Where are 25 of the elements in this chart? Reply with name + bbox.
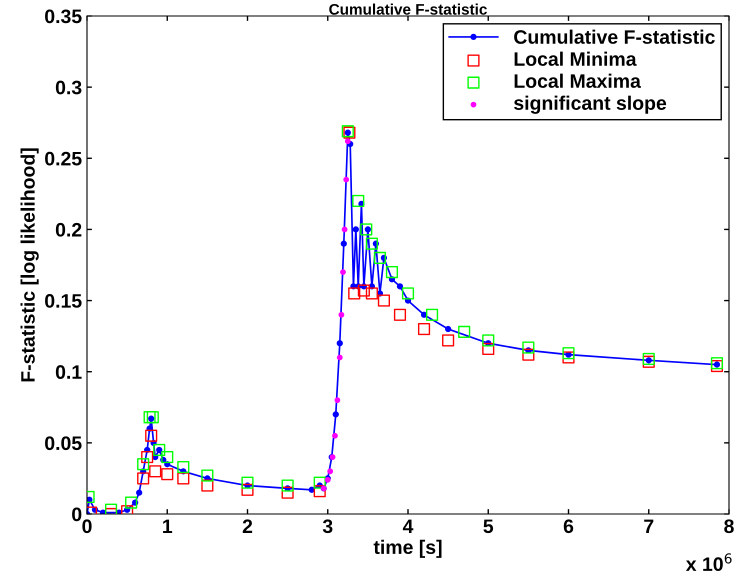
x-tick-label: 8 (724, 519, 734, 534)
x-tick-label: 5 (483, 520, 494, 534)
chart-title: Cumulative F-statistic (329, 4, 487, 15)
legend-label: Local Minima (514, 52, 637, 66)
y-tick-label: 0.35 (45, 9, 82, 24)
legend-label: Local Maxima (514, 74, 641, 88)
x-tick-label: 3 (322, 519, 332, 534)
x-tick-label: 2 (242, 519, 252, 533)
legend-label: significant slope (514, 96, 666, 114)
x-axis-title: time [s] (374, 540, 442, 558)
y-tick-label: 0.1 (56, 365, 82, 379)
y-tick-label: 0.05 (45, 436, 82, 450)
x-tick-label: 6 (564, 519, 574, 534)
y-axis-title: F-statistic [log likelihood] (20, 148, 39, 382)
y-tick-label: 0.25 (45, 152, 82, 166)
x-tick-label: 1 (163, 520, 172, 533)
x-tick-label: 7 (644, 520, 654, 533)
legend-label: Cumulative F-statistic (514, 30, 715, 44)
y-tick-label: 0 (72, 507, 82, 522)
y-tick-label: 0.2 (56, 222, 82, 237)
y-tick-label: 0.15 (45, 294, 82, 308)
x-tick-label: 4 (402, 520, 414, 533)
x-tick-label: 0 (82, 519, 92, 534)
text: x 10$^{6}$ (686, 553, 732, 572)
y-tick-label: 0.3 (56, 80, 82, 94)
